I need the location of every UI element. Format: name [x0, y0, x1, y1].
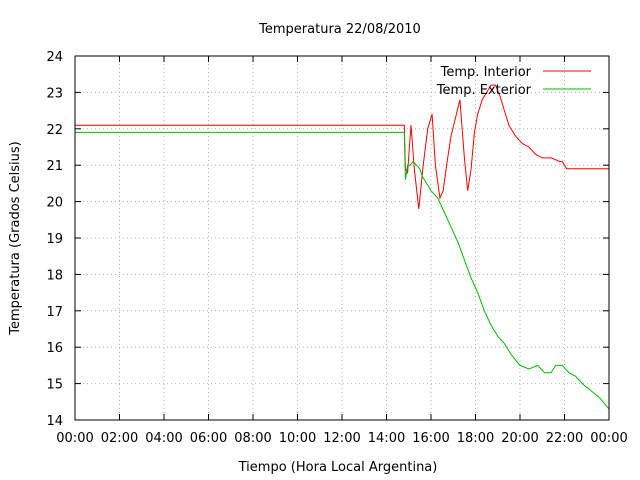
x-axis-label: Tiempo (Hora Local Argentina)	[238, 460, 438, 475]
series-line-temp-exterior	[75, 131, 610, 410]
x-tick-label: 18:00	[457, 431, 494, 446]
x-tick-label: 16:00	[412, 431, 449, 446]
y-tick-label: 23	[46, 86, 63, 101]
x-tick-label: 00:00	[590, 431, 627, 446]
series-line-temp-interior	[75, 84, 609, 209]
x-tick-label: 02:00	[101, 431, 138, 446]
y-axis-label: Temperatura (Grados Celsius)	[8, 141, 23, 335]
y-tick-label: 16	[46, 341, 63, 356]
y-tick-label: 22	[46, 123, 63, 138]
grid	[75, 56, 609, 420]
y-tick-label: 20	[46, 196, 63, 211]
x-tick-label: 20:00	[501, 431, 538, 446]
chart-title: Temperatura 22/08/2010	[258, 22, 421, 37]
y-tick-label: 18	[46, 268, 63, 283]
x-tick-label: 06:00	[190, 431, 227, 446]
legend: Temp. Interior Temp. Exterior	[436, 65, 591, 98]
x-tick-label: 08:00	[234, 431, 271, 446]
x-tick-label: 12:00	[323, 431, 360, 446]
y-tick-label: 15	[46, 378, 63, 393]
legend-label-temp-exterior: Temp. Exterior	[436, 83, 532, 98]
y-tick-label: 19	[46, 232, 63, 247]
y-tick-label: 14	[46, 414, 63, 429]
x-tick-label: 10:00	[279, 431, 316, 446]
legend-label-temp-interior: Temp. Interior	[440, 65, 532, 80]
x-tick-label: 00:00	[56, 431, 93, 446]
x-tick-label: 04:00	[145, 431, 182, 446]
x-tick-label: 14:00	[368, 431, 405, 446]
axis-ticks: 00:00 02:00 04:00 06:00 08:00 10:00 12:00 14:00…	[46, 50, 627, 446]
y-tick-label: 24	[46, 50, 63, 65]
y-tick-label: 21	[46, 159, 63, 174]
y-tick-label: 17	[46, 305, 63, 320]
x-tick-label: 22:00	[546, 431, 583, 446]
series-lines	[75, 84, 610, 410]
